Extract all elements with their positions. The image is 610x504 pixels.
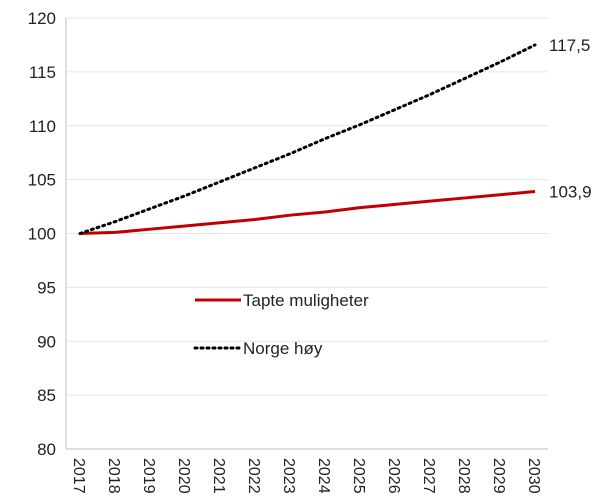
x-tick-label: 2017 <box>70 458 87 494</box>
y-tick-label: 115 <box>29 63 56 82</box>
legend-label-norge-hoy: Norge høy <box>243 339 323 358</box>
series-end-label: 117,5 <box>549 36 590 55</box>
series-line <box>78 43 537 235</box>
legend: Tapte muligheter Norge høy <box>193 291 369 358</box>
legend-label-tapte-muligheter: Tapte muligheter <box>243 291 369 310</box>
legend-item-tapte-muligheter: Tapte muligheter <box>195 291 369 310</box>
y-tick-label: 105 <box>28 171 56 190</box>
x-tick-label: 2018 <box>105 458 122 494</box>
x-tick-label: 2019 <box>140 458 157 494</box>
y-tick-label: 95 <box>37 278 56 297</box>
series-line <box>79 189 536 235</box>
y-tick-labels: 80 85 90 95 100 105 110 115 120 <box>28 9 56 459</box>
axes <box>65 18 548 450</box>
series-end-label: 103,9 <box>549 182 592 201</box>
y-tick-label: 80 <box>37 440 56 459</box>
x-tick-label: 2021 <box>210 458 227 494</box>
y-tick-label: 110 <box>29 117 56 136</box>
x-tick-label: 2027 <box>420 458 437 494</box>
x-tick-label: 2024 <box>315 458 332 494</box>
x-tick-label: 2030 <box>525 458 542 494</box>
x-tick-label: 2028 <box>455 458 472 494</box>
x-tick-labels: 2017 2018 2019 2020 2021 2022 2023 2024 2025 2026… <box>70 458 542 494</box>
x-tick-label: 2025 <box>350 458 367 494</box>
y-tick-label: 100 <box>28 225 56 244</box>
y-tick-label: 90 <box>37 332 56 351</box>
legend-item-norge-hoy: Norge høy <box>193 339 323 358</box>
x-tick-label: 2029 <box>490 458 507 494</box>
series-lines <box>78 43 537 235</box>
gridlines <box>66 17 548 396</box>
end-labels: 103,9 117,5 <box>549 36 592 202</box>
x-tick-label: 2023 <box>280 458 297 494</box>
y-tick-label: 85 <box>37 386 56 405</box>
x-tick-label: 2026 <box>385 458 402 494</box>
x-tick-label: 2020 <box>175 458 192 494</box>
y-tick-label: 120 <box>28 9 56 28</box>
x-tick-label: 2022 <box>245 458 262 494</box>
